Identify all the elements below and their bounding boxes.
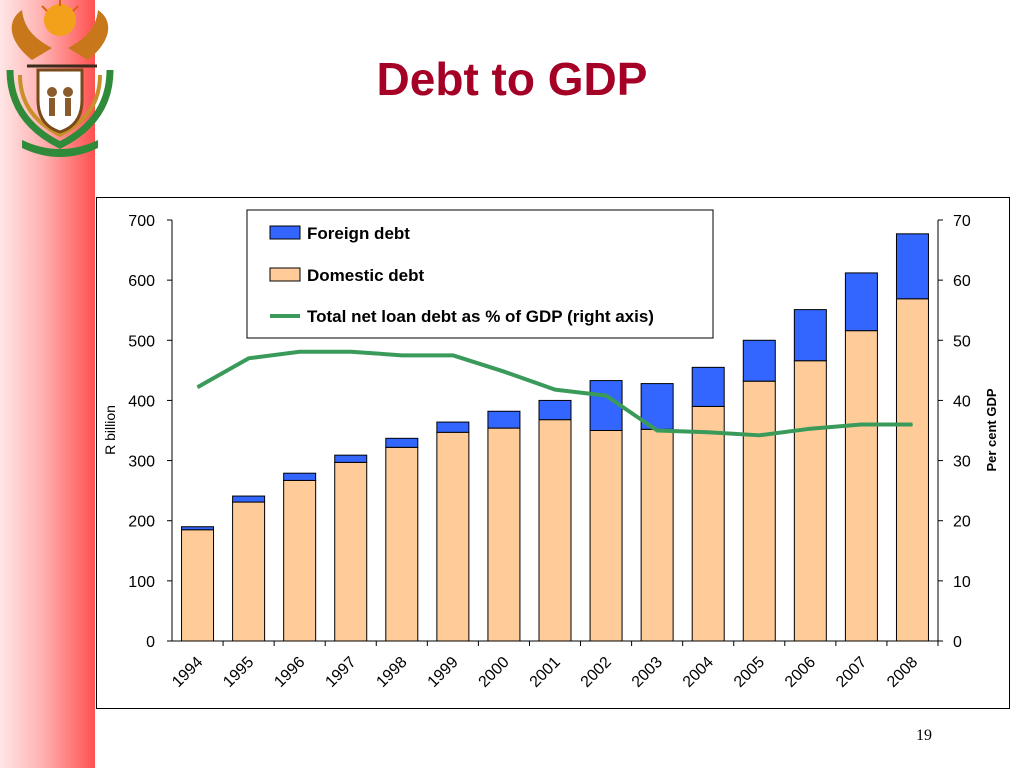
bar-domestic [436, 431, 470, 642]
left-tick-label: 500 [128, 333, 155, 350]
motto-banner [22, 140, 98, 157]
gdp-percent-point [758, 434, 760, 436]
gdp-percent-point [554, 389, 556, 391]
bar-domestic [895, 298, 929, 642]
x-tick-label: 2003 [629, 654, 666, 691]
x-tick-label: 2000 [476, 654, 513, 691]
gdp-percent-point [401, 354, 403, 356]
bar-domestic [232, 501, 266, 642]
x-tick-label: 1997 [322, 654, 359, 691]
gdp-percent-point [707, 431, 709, 433]
x-tick-label: 1996 [271, 654, 308, 691]
bar-domestic [283, 479, 317, 642]
chart-frame: 0 100 200 300 400 500 600 700 0 10 20 30 40 50 60 70 R b… [96, 197, 1010, 709]
gdp-percent-point [299, 351, 301, 353]
right-wing-icon [68, 10, 109, 60]
bar-foreign [334, 454, 368, 463]
bar-domestic [589, 430, 623, 642]
left-tick-label: 300 [128, 454, 155, 471]
bar-foreign [385, 437, 419, 448]
x-tick-label: 2006 [782, 654, 819, 691]
x-tick-label: 2008 [884, 654, 921, 691]
x-tick-label: 1994 [169, 654, 206, 691]
right-tick-label: 0 [953, 634, 962, 651]
wheat-wreath-icon [6, 69, 114, 149]
bar-domestic [538, 419, 572, 642]
rising-sun-icon [44, 4, 76, 36]
right-tick-label: 40 [953, 393, 971, 410]
bar-foreign [742, 339, 776, 382]
x-tick-label: 1999 [425, 654, 462, 691]
left-tick-label: 600 [128, 273, 155, 290]
gdp-percent-point [656, 430, 658, 431]
bar-domestic [181, 529, 215, 642]
bar-domestic [640, 428, 674, 642]
gdp-percent-point [197, 386, 199, 388]
bar-foreign [487, 410, 521, 429]
legend-label-foreign: Foreign debt [307, 224, 410, 243]
x-tick-label: 2001 [527, 654, 564, 691]
x-tick-label: 1995 [220, 654, 257, 691]
x-tick-label: 2007 [833, 654, 870, 691]
gdp-percent-point [860, 423, 862, 425]
left-wing-icon [11, 10, 53, 60]
gdp-percent-point [350, 351, 352, 353]
page-number: 19 [916, 727, 932, 744]
bar-domestic [385, 446, 419, 642]
right-tick-label: 50 [953, 333, 971, 350]
bar-domestic [793, 360, 827, 642]
bar-foreign [895, 233, 929, 300]
bar-foreign [436, 421, 470, 433]
bar-foreign [232, 495, 266, 503]
legend-box [246, 209, 714, 339]
left-tick-label: 700 [128, 213, 155, 230]
legend-swatch-foreign [269, 225, 301, 240]
bar-foreign [793, 309, 827, 362]
right-tick-label: 70 [953, 213, 971, 230]
bar-foreign [691, 366, 725, 407]
legend-label-domestic: Domestic debt [307, 266, 424, 285]
bar-foreign [844, 272, 878, 332]
shield-icon [36, 68, 84, 134]
bar-domestic [691, 405, 725, 642]
left-tick-label: 100 [128, 574, 155, 591]
left-tick-label: 0 [146, 634, 155, 651]
left-tick-label: 200 [128, 514, 155, 531]
bar-domestic [742, 380, 776, 642]
bar-domestic [487, 427, 521, 642]
gdp-percent-point [809, 428, 811, 430]
legend-swatch-domestic [269, 267, 301, 282]
right-tick-label: 10 [953, 574, 971, 591]
bar-foreign [181, 526, 215, 531]
right-axis-title: Per cent GDP [984, 388, 999, 471]
right-tick-label: 30 [953, 454, 971, 471]
x-tick-label: 2004 [680, 654, 717, 691]
slide-title: Debt to GDP [376, 53, 648, 105]
debt-chart: 0 100 200 300 400 500 600 700 0 10 20 30 40 50 60 70 R b… [102, 209, 999, 691]
bar-foreign [538, 399, 572, 421]
bar-domestic [334, 461, 368, 642]
bar-foreign [589, 380, 623, 431]
gdp-percent-point [248, 357, 250, 359]
x-tick-label: 2005 [731, 654, 768, 691]
bar-domestic [844, 330, 878, 642]
right-tick-label: 60 [953, 273, 971, 290]
bar-foreign [283, 472, 317, 481]
left-tick-label: 400 [128, 393, 155, 410]
gdp-percent-point [452, 354, 454, 356]
gdp-percent-point [605, 395, 607, 397]
gdp-percent-point [503, 371, 505, 373]
x-tick-label: 2002 [578, 654, 615, 691]
gdp-percent-point [911, 423, 913, 425]
legend-label-line: Total net loan debt as % of GDP (right a… [307, 307, 654, 326]
right-tick-label: 20 [953, 514, 971, 531]
coat-of-arms-logo [6, 0, 114, 157]
x-tick-label: 1998 [373, 654, 410, 691]
left-axis-title: R billion [102, 405, 118, 455]
